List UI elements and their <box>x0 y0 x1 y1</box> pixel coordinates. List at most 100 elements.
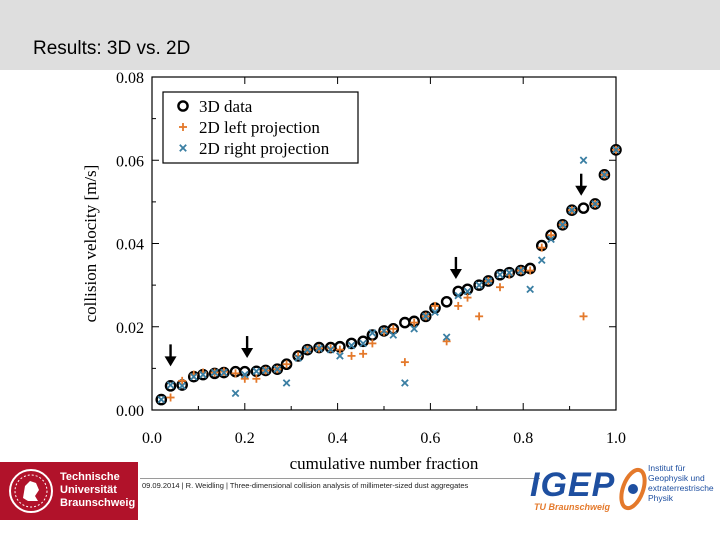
arrow-marker <box>164 344 177 367</box>
data-point-2d-left <box>475 312 484 321</box>
legend-box <box>162 91 359 164</box>
data-point-2d-right <box>166 381 175 389</box>
data-point-2d-right <box>294 354 302 362</box>
x-tick-label: 0.2 <box>235 430 255 447</box>
y-tick-label: 0.02 <box>116 320 144 337</box>
data-point-2d-left <box>463 293 472 302</box>
data-point-2d-right <box>380 327 388 335</box>
data-point-2d-right <box>537 256 546 264</box>
y-tick-label: 0.08 <box>116 70 144 87</box>
legend-marker <box>179 123 187 131</box>
data-point-2d-left <box>282 360 291 369</box>
institute-logo: Institut für Geophysik und extraterrestr… <box>616 460 720 522</box>
slide-title: Results: 3D vs. 2D <box>33 38 191 59</box>
data-point-2d-right <box>240 370 249 379</box>
data-point-2d-left <box>240 374 249 383</box>
data-point-2d-right <box>252 367 261 376</box>
data-point-2d-right <box>547 235 555 244</box>
data-point-2d-right <box>389 331 398 339</box>
data-point-2d-right <box>336 352 344 360</box>
x-tick-label: 0.8 <box>513 430 533 447</box>
arrow-marker <box>575 173 588 196</box>
data-point-2d-right <box>199 370 207 379</box>
y-tick-label: 0.00 <box>116 403 144 420</box>
data-point-2d-right <box>463 287 472 296</box>
y-tick-label: 0.04 <box>116 237 144 254</box>
data-point-2d-left <box>526 266 535 275</box>
x-tick-label: 0.6 <box>420 430 440 447</box>
igep-logo-subtext: TU Braunschweig <box>534 502 611 512</box>
data-point-2d-right <box>178 382 186 390</box>
data-point-2d-right <box>220 368 228 377</box>
data-point-2d-left <box>368 339 377 348</box>
data-point-2d-right <box>410 324 418 333</box>
data-point-2d-left <box>547 231 556 240</box>
data-point-2d-left <box>389 324 398 333</box>
data-point-2d-right <box>303 345 312 354</box>
x-tick-label: 0.0 <box>142 430 162 447</box>
data-point-2d-right <box>600 170 609 179</box>
data-point-2d-right <box>189 372 198 381</box>
legend: 3D data 2D left projection 2D right projec… <box>162 91 359 164</box>
footer-text: 09.09.2014 | R. Weidling | Three-dimensi… <box>142 481 469 490</box>
data-point-2d-left <box>178 376 187 385</box>
data-point-2d-left <box>442 337 451 346</box>
data-point-2d-right <box>526 285 534 294</box>
data-point-2d-left <box>335 345 344 354</box>
comet-swirl-icon <box>619 467 647 511</box>
data-point-2d-left <box>347 351 356 360</box>
data-point-3d <box>577 202 590 214</box>
data-point-2d-right <box>505 268 514 277</box>
data-point-2d-right <box>282 379 291 387</box>
data-point-2d-right <box>359 339 367 348</box>
data-point-2d-right <box>558 220 567 229</box>
lion-crest-icon <box>9 469 53 513</box>
data-point-2d-right <box>231 389 240 398</box>
data-point-2d-right <box>401 379 409 387</box>
data-point-2d-left <box>431 301 440 310</box>
legend-marker <box>177 100 189 112</box>
data-point-2d-right <box>568 206 576 215</box>
arrow-marker <box>241 336 254 359</box>
data-point-2d-right <box>210 368 219 377</box>
data-point-2d-right <box>612 146 620 154</box>
data-point-2d-right <box>517 266 525 275</box>
data-point-2d-right <box>475 281 483 289</box>
legend-label: 2D right projection <box>199 139 330 158</box>
data-point-2d-right <box>442 333 451 341</box>
data-point-2d-left <box>359 349 368 358</box>
data-point-2d-right <box>484 277 493 285</box>
data-point-2d-right <box>326 345 335 354</box>
data-point-2d-left <box>579 312 588 321</box>
data-point-2d-left <box>400 358 409 367</box>
igep-logo: IGEP TU Braunschweig <box>528 466 640 518</box>
x-tick-label: 0.4 <box>328 430 348 447</box>
footer-divider <box>140 478 540 479</box>
data-point-3d <box>357 335 369 348</box>
tu-braunschweig-logo: Technische Universität Braunschweig <box>0 462 138 520</box>
data-point-2d-left <box>410 318 419 327</box>
data-point-2d-right <box>261 366 270 375</box>
data-point-2d-left <box>166 393 175 402</box>
data-point-3d <box>399 316 411 329</box>
data-point-2d-left <box>496 283 504 292</box>
tu-logo-text: Technische Universität Braunschweig <box>60 471 136 509</box>
institute-logo-text: Institut für Geophysik und extraterrestr… <box>648 463 714 503</box>
y-tick-label: 0.06 <box>116 153 144 170</box>
data-point-2d-left <box>252 374 261 383</box>
data-point-2d-right <box>591 200 599 208</box>
data-point-2d-right <box>347 341 356 350</box>
data-point-2d-right <box>496 270 504 279</box>
x-axis-label: cumulative number fraction <box>290 454 479 473</box>
data-point-2d-right <box>421 312 430 321</box>
igep-logo-text: IGEP <box>530 466 616 504</box>
y-axis-label: collision velocity [m/s] <box>81 165 100 323</box>
title-bar: Results: 3D vs. 2D <box>0 0 720 70</box>
data-point-2d-right <box>368 329 377 337</box>
legend-marker <box>179 144 187 152</box>
x-tick-label: 1.0 <box>606 430 626 447</box>
arrow-marker <box>449 256 462 279</box>
legend-label: 3D data <box>199 97 253 116</box>
data-point-3d <box>345 337 358 350</box>
